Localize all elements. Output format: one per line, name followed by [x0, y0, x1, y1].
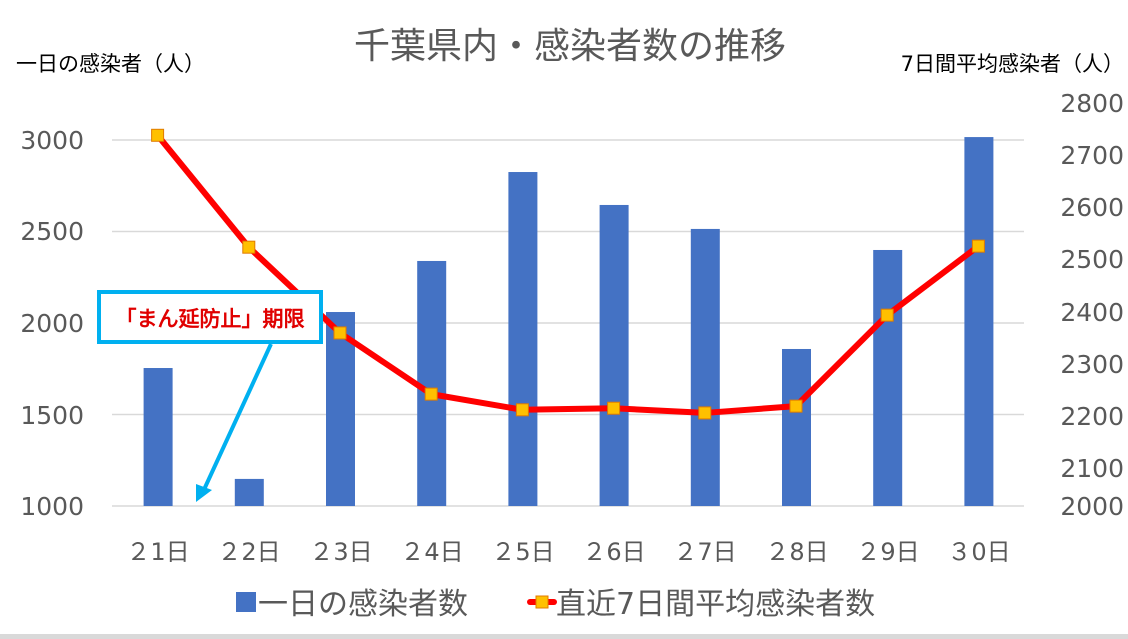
left-tick: 2500	[20, 217, 84, 246]
x-label: ２4日	[400, 538, 463, 566]
bar	[873, 249, 903, 506]
right-tick: 2600	[1060, 193, 1124, 222]
x-label: ２1日	[126, 538, 189, 566]
legend-bar-label: 一日の感染者数	[258, 587, 468, 622]
right-tick: 2700	[1060, 141, 1124, 170]
right-tick: 2800	[1060, 89, 1124, 118]
annotation-box	[97, 290, 323, 344]
square-marker-icon	[607, 401, 621, 415]
bar	[599, 204, 629, 506]
square-marker-icon	[333, 326, 347, 340]
x-label: ２9日	[856, 538, 919, 566]
legend: 一日の感染者数 直近7日間平均感染者数	[236, 587, 875, 622]
arrow-head-icon	[196, 484, 212, 502]
annotation-callout: 「まん延防止」期限	[97, 290, 323, 502]
square-marker-icon	[242, 240, 256, 254]
annotation-text: 「まん延防止」期限	[116, 307, 305, 331]
right-tick: 2000	[1060, 492, 1124, 521]
legend-line-label: 直近7日間平均感染者数	[556, 587, 875, 622]
square-marker-icon	[698, 406, 712, 420]
chart-title: 千葉県内・感染者数の推移	[354, 26, 786, 67]
bar	[508, 172, 538, 506]
right-tick: 2100	[1060, 454, 1124, 483]
bar-series-daily-cases	[143, 137, 994, 507]
legend-bar-swatch-icon	[236, 592, 256, 612]
square-marker-icon	[424, 387, 438, 401]
left-tick: 3000	[20, 126, 84, 155]
x-label: ２7日	[673, 538, 736, 566]
legend-marker-icon	[535, 595, 549, 609]
right-tick: 2200	[1060, 402, 1124, 431]
x-label: ２6日	[582, 538, 645, 566]
bar	[417, 260, 447, 506]
x-axis-labels: ２1日 ２2日 ２3日 ２4日 ２5日 ２6日 ２7日 ２8日 ２9日 ３0日	[126, 538, 1010, 566]
x-label: ２2日	[217, 538, 280, 566]
square-marker-icon	[971, 239, 985, 253]
x-label: ２3日	[309, 538, 372, 566]
square-marker-icon	[880, 308, 894, 322]
square-marker-icon	[151, 128, 165, 142]
bottom-border	[0, 634, 1128, 639]
left-tick: 2000	[20, 309, 84, 338]
x-label: ３0日	[947, 538, 1010, 566]
bar	[690, 228, 720, 507]
x-label: ２5日	[491, 538, 554, 566]
right-tick: 2500	[1060, 245, 1124, 274]
bar	[234, 478, 264, 506]
square-marker-icon	[789, 399, 803, 413]
bar	[326, 312, 355, 506]
annotation-arrow-line	[200, 343, 273, 495]
bar	[782, 348, 811, 506]
left-axis-title: 一日の感染者（人）	[16, 52, 205, 76]
right-axis-ticks: 2800 2700 2600 2500 2400 2300 2200 2100 …	[1060, 89, 1124, 521]
right-axis-title: 7日間平均感染者（人）	[901, 52, 1124, 76]
left-axis-ticks: 3000 2500 2000 1500 1000	[20, 126, 84, 521]
line-series-7day-average	[151, 128, 985, 420]
x-label: ２8日	[765, 538, 828, 566]
bar	[143, 368, 173, 506]
line-path	[155, 133, 981, 416]
right-tick: 2400	[1060, 298, 1124, 327]
square-marker-icon	[515, 403, 529, 417]
right-tick: 2300	[1060, 350, 1124, 379]
bar	[964, 137, 994, 506]
left-tick: 1500	[20, 401, 84, 430]
left-tick: 1000	[20, 492, 84, 521]
